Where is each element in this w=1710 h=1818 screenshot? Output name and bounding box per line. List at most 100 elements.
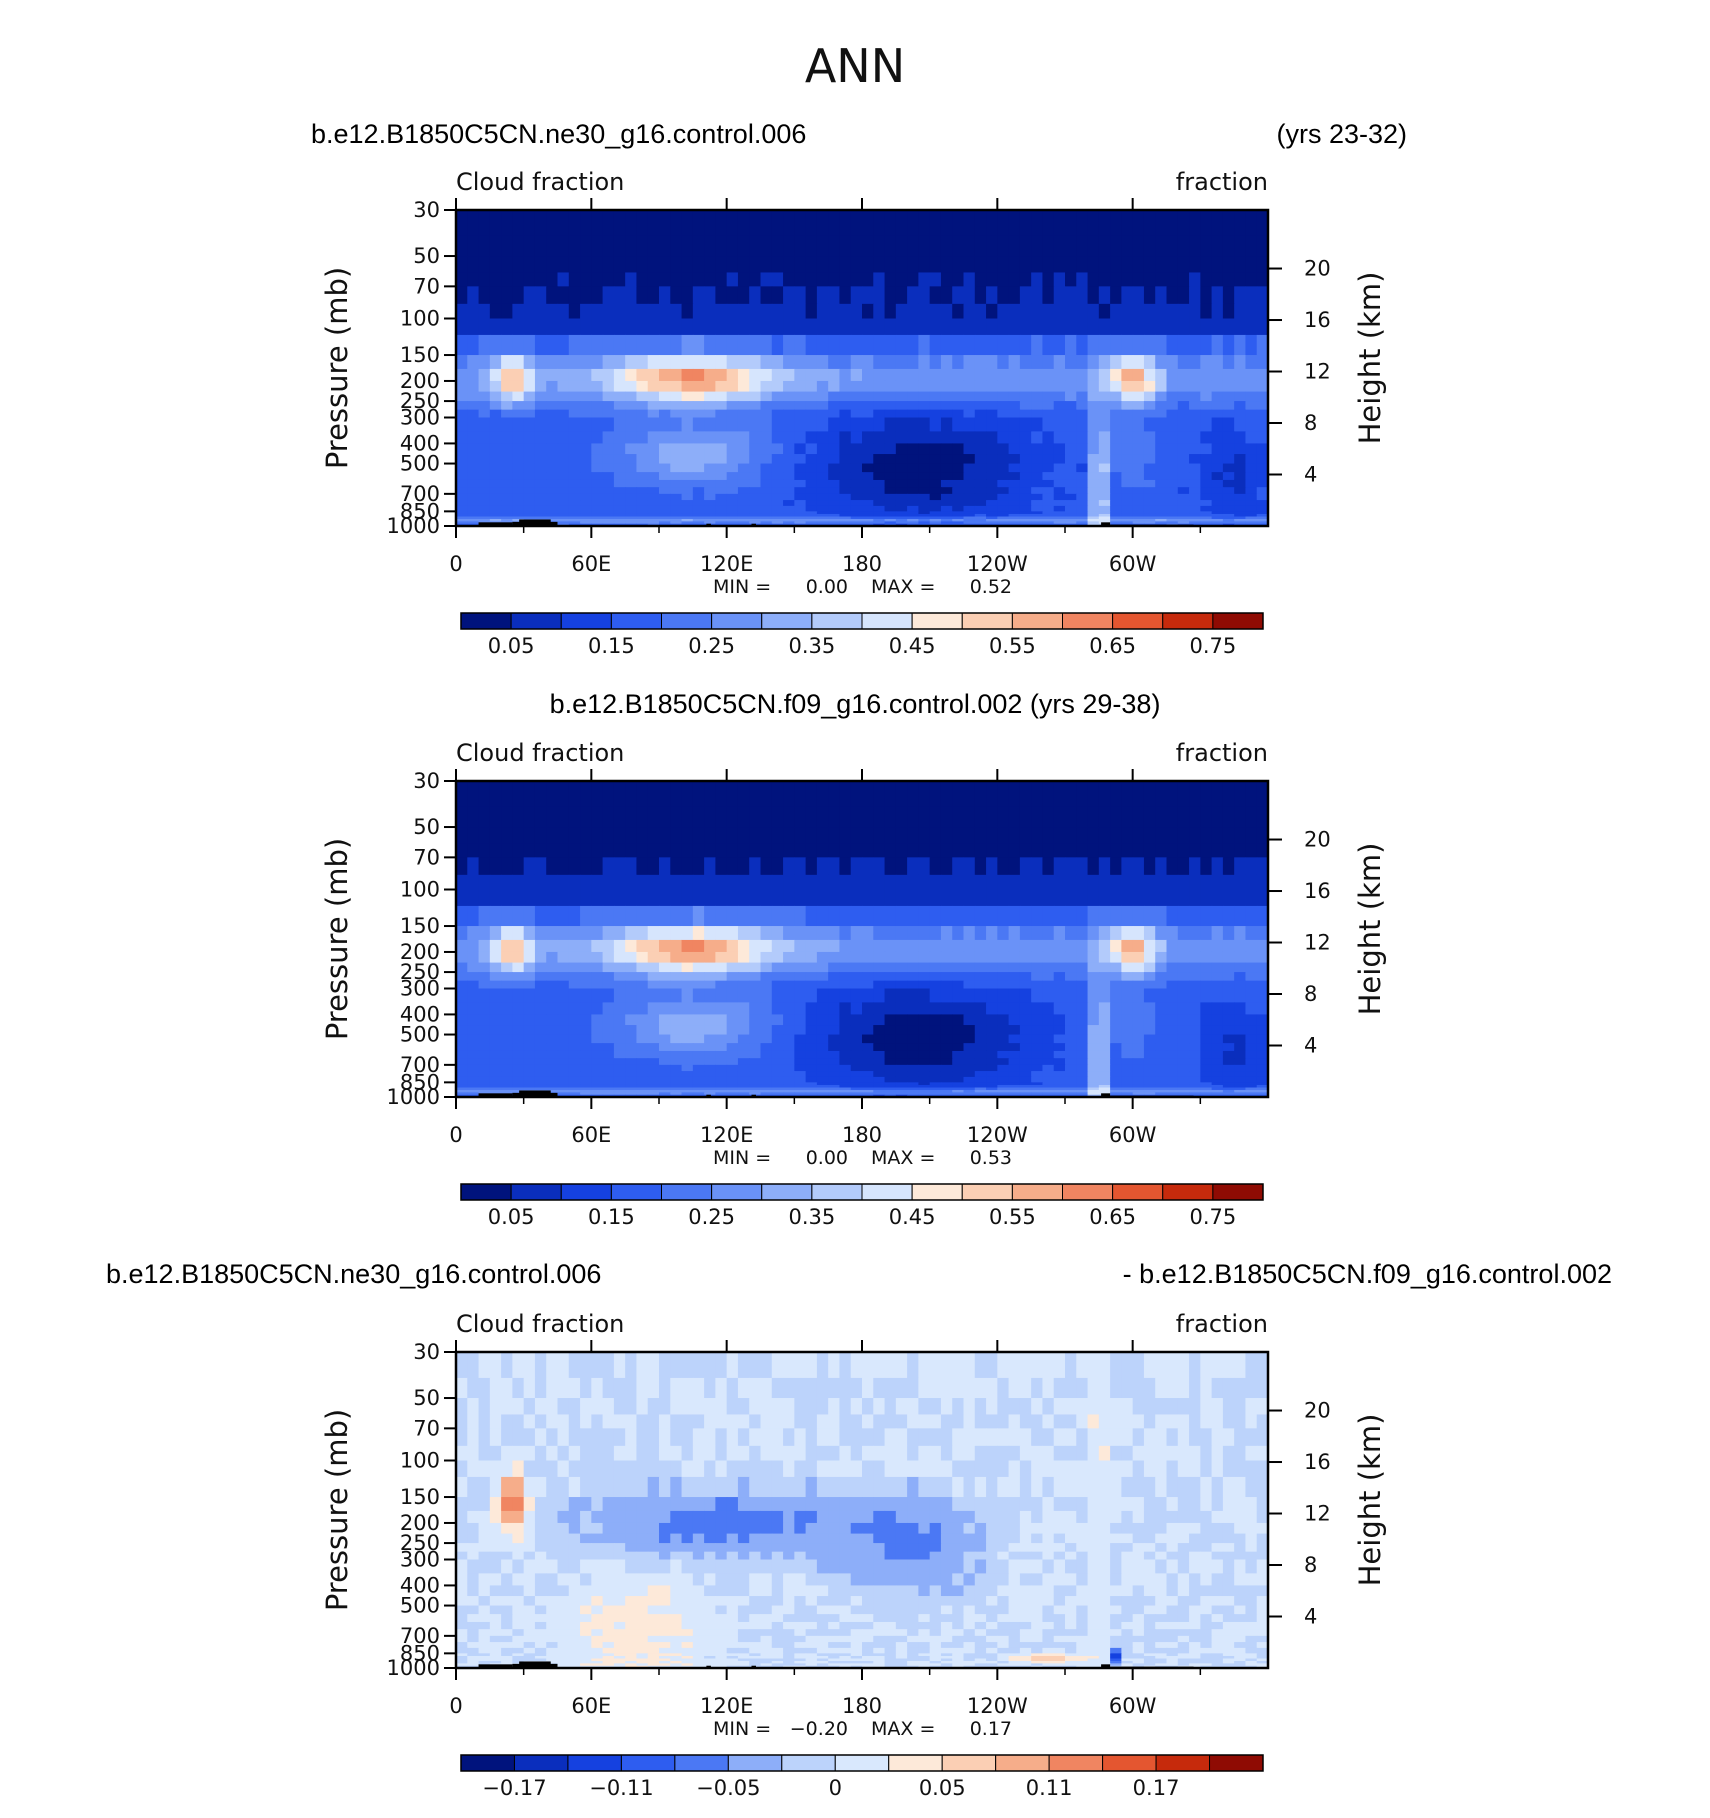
heatmap-cell <box>1189 236 1201 257</box>
heatmap-cell <box>704 1065 716 1072</box>
heatmap-cell <box>1189 989 1201 1003</box>
heatmap-cell <box>749 487 761 494</box>
heatmap-cell <box>1212 1352 1224 1379</box>
heatmap-cell <box>952 480 964 488</box>
heatmap-cell <box>794 272 806 286</box>
heatmap-cell <box>636 392 648 402</box>
heatmap-cell <box>501 1025 513 1035</box>
heatmap-cell <box>659 431 671 444</box>
heatmap-cell <box>580 369 592 382</box>
heatmap-cell <box>1020 236 1032 257</box>
heatmap-cell <box>569 1398 581 1415</box>
y-axis-label-right: Height (km) <box>1353 843 1387 1016</box>
heatmap-cell <box>1031 236 1043 257</box>
heatmap-cell <box>1144 506 1156 512</box>
heatmap-cell <box>1155 1035 1167 1044</box>
heatmap-cell <box>862 1035 874 1044</box>
heatmap-cell <box>569 1428 581 1446</box>
heatmap-cell <box>918 1002 930 1015</box>
heatmap-cell <box>930 1398 942 1415</box>
heatmap-cell <box>761 906 773 927</box>
heatmap-cell <box>591 1352 603 1379</box>
heatmap-cell <box>1065 392 1077 402</box>
heatmap-cell <box>1020 1025 1032 1035</box>
heatmap-cell <box>524 480 536 488</box>
heatmap-cell <box>580 843 592 857</box>
heatmap-cell <box>817 272 829 286</box>
heatmap-cell <box>693 401 705 410</box>
heatmap-cell <box>546 480 558 488</box>
heatmap-cell <box>1110 981 1122 989</box>
heatmap-cell <box>727 1035 739 1044</box>
heatmap-cell <box>828 286 840 304</box>
heatmap-cell <box>1178 972 1190 981</box>
heatmap-cell <box>1133 210 1145 237</box>
heatmap-cell <box>490 989 502 1003</box>
heatmap-cell <box>941 487 953 494</box>
heatmap-cell <box>1110 304 1122 319</box>
heatmap-cell <box>727 963 739 973</box>
heatmap-cell <box>1121 989 1133 1003</box>
heatmap-cell <box>1065 506 1077 512</box>
heatmap-cell <box>783 236 795 257</box>
heatmap-cell <box>941 981 953 989</box>
heatmap-cell <box>603 1051 615 1059</box>
heatmap-cell <box>761 1071 773 1077</box>
heatmap-cell <box>682 843 694 857</box>
heatmap-cell <box>918 940 930 953</box>
heatmap-cell <box>1042 401 1054 410</box>
heatmap-cell <box>986 1065 998 1072</box>
colorbar-swatch <box>962 1184 1012 1200</box>
heatmap-cell <box>1144 827 1156 844</box>
heatmap-cell <box>1031 480 1043 488</box>
heatmap-cell <box>761 335 773 356</box>
heatmap-cell <box>670 401 682 410</box>
heatmap-cell <box>727 906 739 927</box>
heatmap-cell <box>1031 940 1043 953</box>
heatmap-cell <box>997 1065 1009 1072</box>
heatmap-cell <box>569 355 581 369</box>
heatmap-cell <box>715 1071 727 1077</box>
heatmap-cell <box>512 304 524 319</box>
heatmap-cell <box>591 210 603 237</box>
heatmap-cell <box>817 443 829 454</box>
heatmap-cell <box>524 431 536 444</box>
heatmap-cell <box>851 304 863 319</box>
heatmap-cell <box>1245 500 1257 506</box>
heatmap-cell <box>1234 989 1246 1003</box>
heatmap-cell <box>761 972 773 981</box>
heatmap-cell <box>1054 304 1066 319</box>
panel-1-title-left: b.e12.B1850C5CN.ne30_g16.control.006 <box>311 119 806 149</box>
heatmap-cell <box>1099 972 1111 981</box>
heatmap-cell <box>546 1071 558 1077</box>
heatmap-cell <box>1200 827 1212 844</box>
heatmap-cell <box>952 500 964 506</box>
heatmap-cell <box>1189 890 1201 907</box>
heatmap-cell <box>1189 304 1201 319</box>
heatmap-cell <box>682 487 694 494</box>
heatmap-cell <box>715 1378 727 1399</box>
heatmap-cell <box>1099 286 1111 304</box>
heatmap-cell <box>975 781 987 808</box>
heatmap-cell <box>1223 1043 1235 1051</box>
heatmap-cell <box>918 401 930 410</box>
heatmap-cell <box>636 286 648 304</box>
heatmap-cell <box>479 1071 491 1077</box>
heatmap-cell <box>1144 989 1156 1003</box>
heatmap-cell <box>659 1051 671 1059</box>
heatmap-cell <box>1178 304 1190 319</box>
y-right-tick-label: 20 <box>1304 257 1331 281</box>
heatmap-cell <box>941 286 953 304</box>
heatmap-cell <box>907 487 919 494</box>
heatmap-cell <box>1031 1014 1043 1025</box>
heatmap-cell <box>479 940 491 953</box>
heatmap-cell <box>1009 989 1021 1003</box>
heatmap-cell <box>1121 1414 1133 1428</box>
heatmap-cell <box>659 843 671 857</box>
heatmap-cell <box>930 981 942 989</box>
heatmap-cell <box>1088 392 1100 402</box>
heatmap-cell <box>828 1058 840 1065</box>
heatmap-cell <box>1144 963 1156 973</box>
heatmap-cell <box>1133 464 1145 473</box>
heatmap-cell <box>1234 1058 1246 1065</box>
